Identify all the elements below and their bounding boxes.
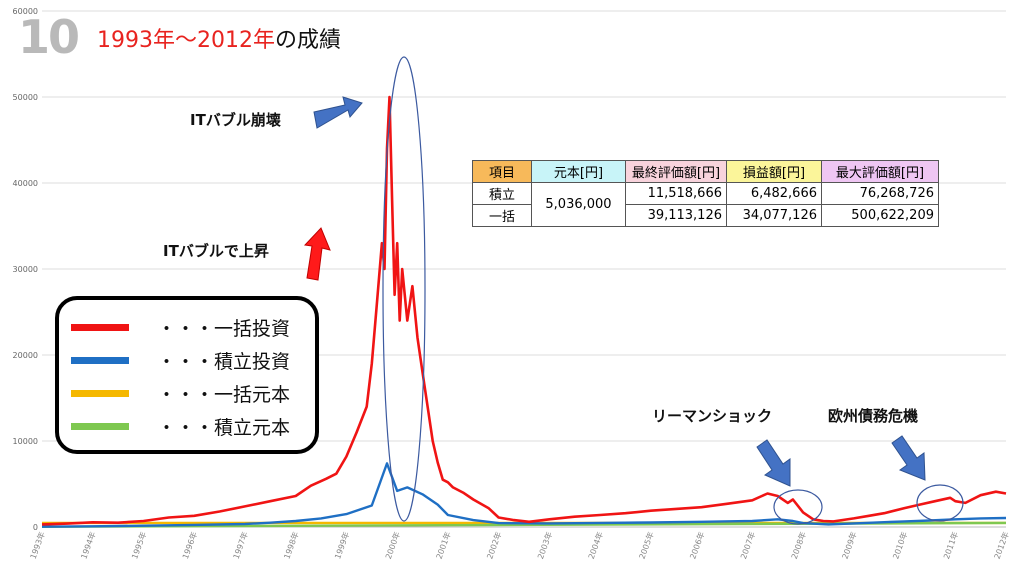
legend-swatch (71, 423, 129, 430)
series-line (41, 95, 1007, 526)
x-tick-label: 1995年 (129, 530, 148, 560)
table-row: 積立 5,036,000 11,518,666 6,482,666 76,268… (472, 182, 939, 227)
x-tick-label: 2003年 (535, 530, 554, 560)
x-tick-label: 2005年 (637, 530, 656, 560)
header-final-value: 最終評価額[円] (625, 160, 727, 183)
legend-label: ・・・一括投資 (157, 318, 291, 340)
x-tick-label: 2004年 (586, 530, 605, 560)
x-tick-label: 2009年 (840, 530, 859, 560)
x-tick-label: 2000年 (383, 530, 402, 560)
legend-item: ・・・一括投資 (69, 314, 309, 344)
euro-crisis-highlight-ellipse (916, 484, 964, 522)
header-profit: 損益額[円] (726, 160, 822, 183)
row-item: 積立 (472, 182, 532, 205)
header-max-value: 最大評価額[円] (821, 160, 939, 183)
max-value-cell: 500,622,209 (821, 204, 939, 227)
final-value-cell: 39,113,126 (625, 204, 727, 227)
x-tick-label: 1999年 (332, 530, 351, 560)
annotation-bubble-burst: ITバブル崩壊 (190, 111, 281, 129)
y-tick-label: 60000 (13, 7, 38, 16)
x-tick-label: 2007年 (738, 530, 757, 560)
x-tick-label: 1993年 (28, 530, 47, 560)
final-value-cell: 11,518,666 (625, 182, 727, 205)
legend-swatch (71, 357, 129, 364)
x-tick-label: 1994年 (79, 530, 98, 560)
x-tick-label: 2001年 (434, 530, 453, 560)
summary-table: 項目 元本[円] 最終評価額[円] 損益額[円] 最大評価額[円] 積立 5,0… (472, 160, 939, 227)
legend-label: ・・・一括元本 (157, 384, 291, 406)
table-row: 一括 39,113,126 34,077,126 500,622,209 (472, 204, 939, 227)
header-principal: 元本[円] (531, 160, 626, 183)
legend-label: ・・・積立元本 (157, 417, 291, 439)
slide-title-period: 1993年〜2012年 (97, 28, 275, 53)
x-tick-label: 2006年 (687, 530, 706, 560)
bubble-highlight-ellipse (382, 56, 426, 522)
profit-cell: 6,482,666 (726, 182, 822, 205)
annotation-lehman: リーマンショック (652, 407, 773, 425)
principal-cell: 5,036,000 (531, 182, 626, 227)
y-tick-label: 10000 (13, 437, 38, 446)
x-tick-label: 2012年 (992, 530, 1011, 560)
profit-cell: 34,077,126 (726, 204, 822, 227)
lehman-highlight-ellipse (773, 489, 823, 525)
slide-number: 10 (18, 10, 80, 64)
x-tick-label: 1996年 (180, 530, 199, 560)
x-tick-label: 2002年 (484, 530, 503, 560)
burst-arrow-icon (313, 96, 363, 129)
legend-swatch (71, 324, 129, 331)
x-tick-label: 2008年 (789, 530, 808, 560)
legend-item: ・・・一括元本 (69, 380, 309, 410)
header-item: 項目 (472, 160, 532, 183)
legend: ・・・一括投資 ・・・積立投資 ・・・一括元本 ・・・積立元本 (55, 296, 319, 454)
legend-swatch (71, 390, 129, 397)
y-tick-label: 50000 (13, 93, 38, 102)
max-value-cell: 76,268,726 (821, 182, 939, 205)
annotation-bubble-rise: ITバブルで上昇 (163, 242, 269, 260)
annotation-euro-crisis: 欧州債務危機 (828, 407, 919, 425)
row-item: 一括 (472, 204, 532, 227)
rise-arrow-icon (303, 227, 331, 281)
x-tick-label: 2010年 (890, 530, 909, 560)
y-tick-label: 30000 (13, 265, 38, 274)
lehman-arrow-icon (756, 439, 791, 487)
y-tick-label: 20000 (13, 351, 38, 360)
y-tick-label: 40000 (13, 179, 38, 188)
euro-crisis-arrow-icon (891, 435, 926, 481)
y-tick-label: 0 (33, 523, 38, 532)
slide-title: 1993年〜2012年の成績 (97, 22, 341, 54)
slide-title-suffix: の成績 (274, 28, 341, 53)
summary-header-row: 項目 元本[円] 最終評価額[円] 損益額[円] 最大評価額[円] (472, 160, 939, 183)
x-tick-label: 1998年 (281, 530, 300, 560)
legend-item: ・・・積立元本 (69, 413, 309, 443)
legend-label: ・・・積立投資 (157, 351, 291, 373)
series-line (41, 462, 1007, 528)
legend-item: ・・・積立投資 (69, 347, 309, 377)
x-tick-label: 1997年 (231, 530, 250, 560)
x-tick-label: 2011年 (941, 530, 960, 560)
